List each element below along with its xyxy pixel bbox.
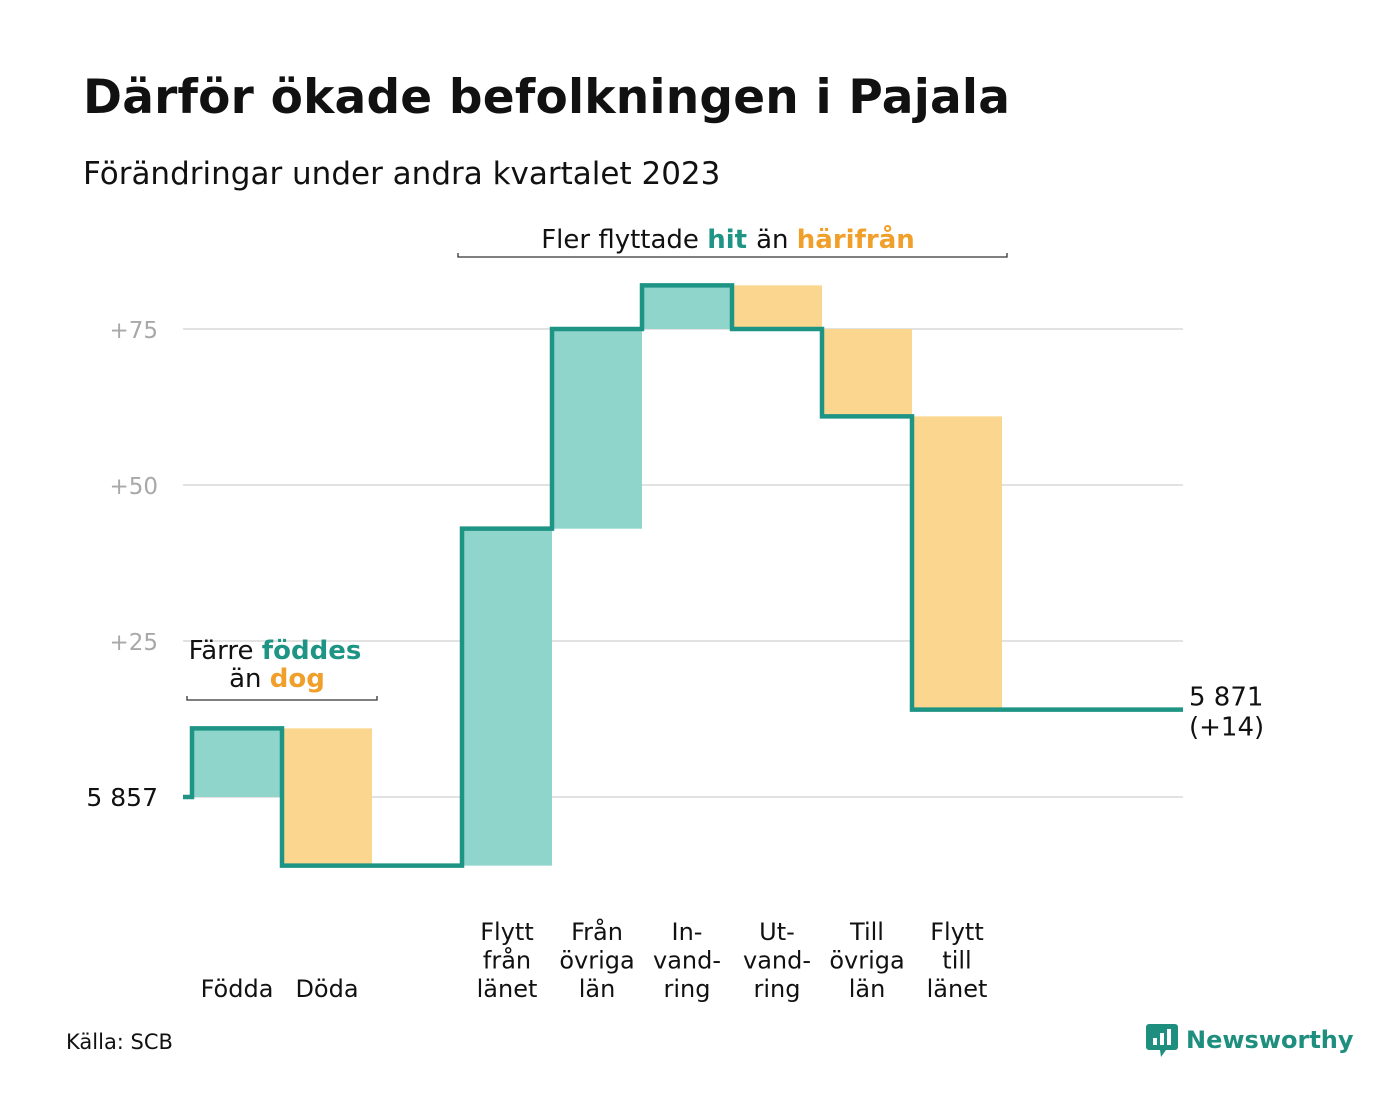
category-label: Födda <box>201 975 274 1003</box>
waterfall-bar <box>822 329 912 417</box>
end-change-label: (+14) <box>1189 713 1264 743</box>
waterfall-bar <box>552 329 642 529</box>
waterfall-bar <box>462 528 552 866</box>
brand-logo: Newsworthy <box>1146 1022 1354 1058</box>
category-label: ring <box>664 975 711 1003</box>
category-label: Från <box>571 917 623 946</box>
category-label: Döda <box>295 975 358 1003</box>
y-tick-label: +75 <box>109 318 158 344</box>
y-tick-label: +25 <box>109 630 158 656</box>
migration-bracket <box>457 253 1008 258</box>
waterfall-bar <box>912 416 1002 710</box>
category-label: vand- <box>743 947 811 975</box>
category-label: vand- <box>653 947 721 975</box>
y-tick-label: +50 <box>109 474 158 500</box>
category-label: från <box>483 946 531 975</box>
base-value-label: 5 857 <box>86 783 158 812</box>
end-value-label: 5 871 <box>1189 683 1263 713</box>
category-label: övriga <box>829 947 904 975</box>
category-label: länet <box>927 975 988 1003</box>
natural-change-annotation: Färre föddes <box>189 636 362 666</box>
category-label: Flytt <box>480 918 534 946</box>
category-label: till <box>942 947 971 975</box>
category-label: övriga <box>559 947 634 975</box>
category-label: Flytt <box>930 918 984 946</box>
category-label: län <box>849 975 886 1003</box>
source-note: Källa: SCB <box>66 1030 173 1054</box>
waterfall-bar <box>192 728 282 797</box>
cumulative-step-line <box>183 283 1183 868</box>
chart-title: Därför ökade befolkningen i Pajala <box>83 70 1011 125</box>
waterfall-bar <box>642 285 732 329</box>
migration-annotation: Fler flyttade hit än härifrån <box>541 223 915 255</box>
category-label: Ut- <box>759 918 795 946</box>
chart-subtitle: Förändringar under andra kvartalet 2023 <box>83 156 721 192</box>
waterfall-bar <box>732 285 822 329</box>
natural-change-bracket <box>186 696 378 701</box>
brand-name: Newsworthy <box>1186 1026 1354 1054</box>
natural-change-annotation-line2: än dog <box>229 664 325 694</box>
category-label: ring <box>754 975 801 1003</box>
category-label: In- <box>672 918 703 946</box>
waterfall-bar <box>282 728 372 866</box>
category-label: Till <box>849 918 884 946</box>
category-label: län <box>579 975 616 1003</box>
category-label: länet <box>477 975 538 1003</box>
chart-bubble-icon <box>1146 1024 1178 1057</box>
